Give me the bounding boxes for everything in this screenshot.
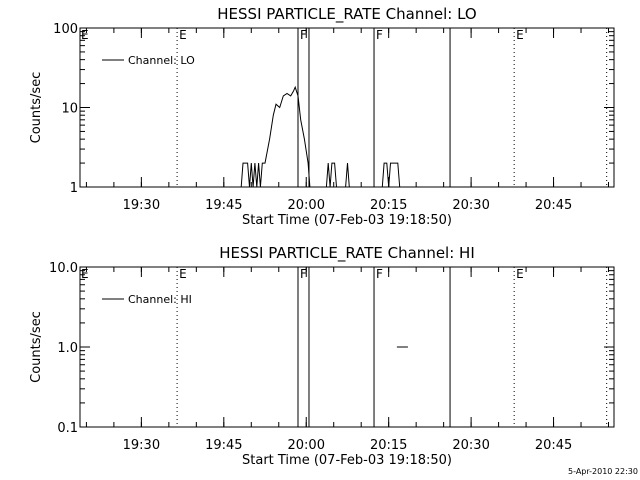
x-tick-label: 20:45 — [535, 198, 572, 213]
y-tick-label: 100 — [53, 22, 78, 37]
event-marker-label: F — [376, 267, 383, 281]
y-tick-label: 1 — [70, 181, 78, 196]
x-tick-label: 20:45 — [535, 438, 572, 453]
event-marker-label: E — [179, 267, 187, 281]
x-axis-label: Start Time (07-Feb-03 19:18:50) — [242, 213, 452, 228]
event-marker-label: F — [300, 267, 307, 281]
legend-label: Channel: HI — [128, 293, 192, 306]
event-marker-label: E — [516, 28, 524, 42]
event-marker-label: E — [179, 28, 187, 42]
series-line — [240, 85, 311, 188]
chart-panel-1: HESSI PARTICLE_RATE Channel: HI 0.1 1.0 10.… — [29, 244, 615, 468]
chart-title: HESSI PARTICLE_RATE Channel: HI — [219, 244, 475, 263]
x-tick-label: 19:30 — [123, 438, 160, 453]
y-axis-label: Counts/sec — [29, 72, 44, 144]
x-tick-label: 19:30 — [123, 198, 160, 213]
x-tick-label: 20:00 — [288, 198, 325, 213]
x-axis-label: Start Time (07-Feb-03 19:18:50) — [242, 453, 452, 468]
y-tick-label: 0.1 — [57, 421, 78, 436]
chart-panel-0: HESSI PARTICLE_RATE Channel: LO 1 10 100 Cou… — [29, 5, 615, 228]
corner-label: E — [81, 267, 89, 281]
plot-frame — [79, 266, 615, 428]
event-marker-label: F — [376, 28, 383, 42]
x-tick-label: 19:45 — [205, 438, 242, 453]
series-line — [381, 162, 401, 188]
legend-label: Channel: LO — [128, 54, 195, 67]
y-axis-label: Counts/sec — [29, 311, 44, 383]
x-tick-label: 20:15 — [370, 198, 407, 213]
y-tick-label: 1.0 — [57, 341, 78, 356]
chart-title: HESSI PARTICLE_RATE Channel: LO — [217, 5, 476, 24]
x-tick-label: 20:30 — [452, 198, 489, 213]
series-line — [325, 162, 337, 188]
x-tick-label: 20:00 — [288, 438, 325, 453]
y-tick-label: 10 — [61, 102, 78, 117]
y-tick-label: 10.0 — [49, 261, 78, 276]
corner-label: E — [81, 28, 89, 42]
x-tick-label: 20:15 — [370, 438, 407, 453]
event-marker-label: F — [300, 28, 307, 42]
x-tick-label: 19:45 — [205, 198, 242, 213]
event-marker-label: E — [516, 267, 524, 281]
x-tick-label: 20:30 — [452, 438, 489, 453]
date-stamp: 5-Apr-2010 22:30 — [568, 467, 638, 476]
series-line — [345, 163, 350, 188]
